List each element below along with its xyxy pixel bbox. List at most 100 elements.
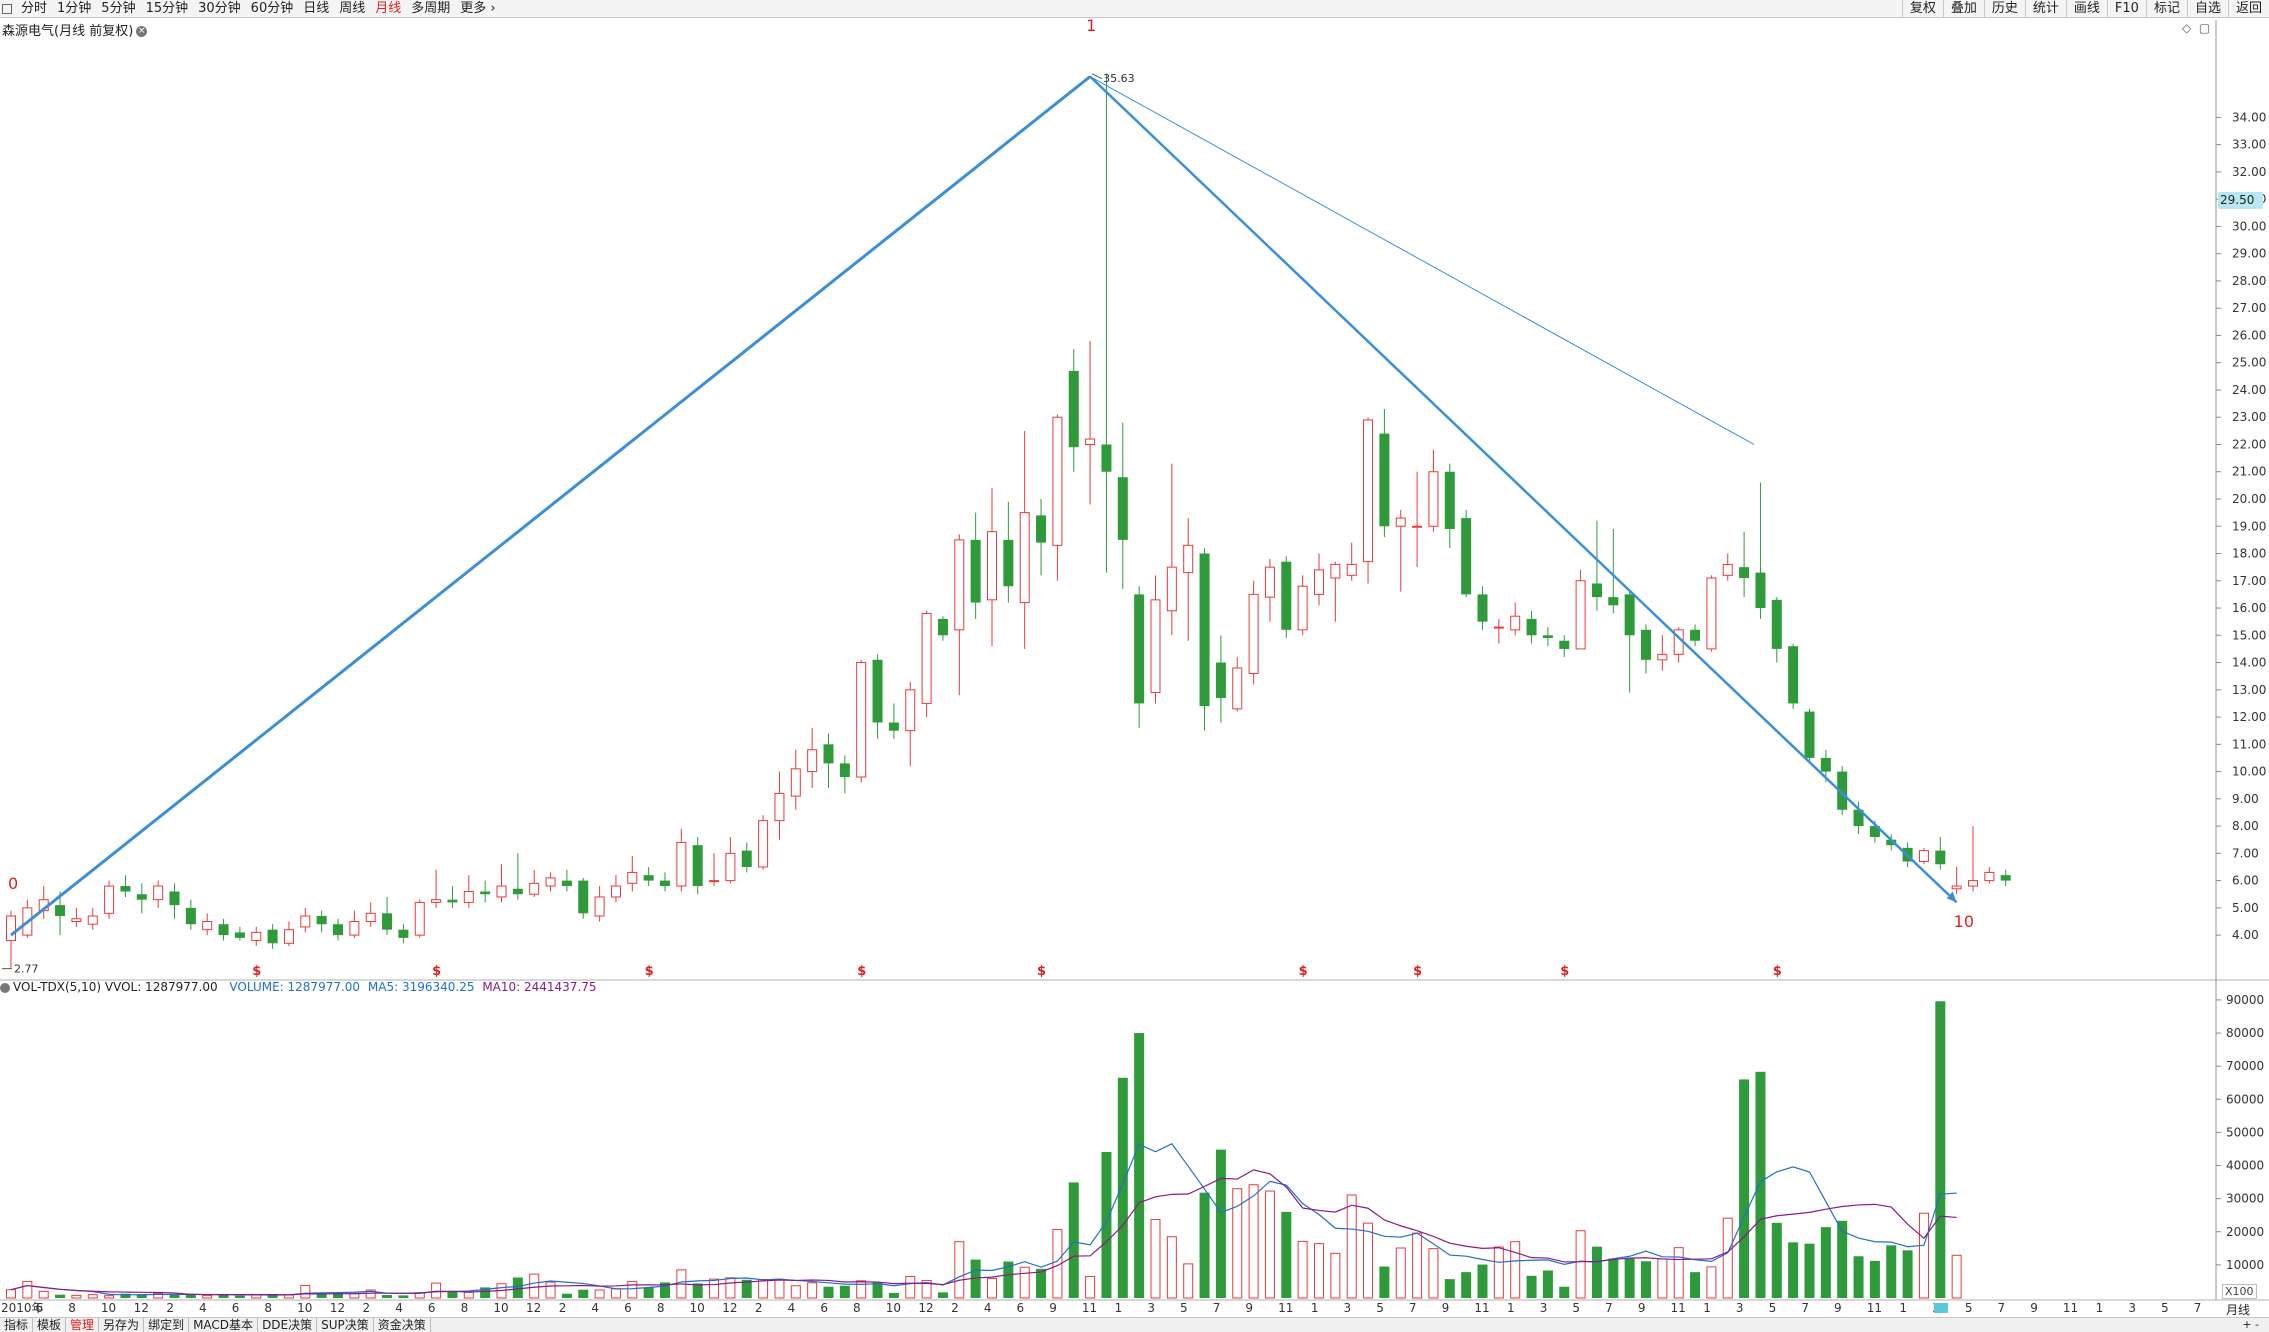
volume-bar-up bbox=[1951, 1254, 1962, 1299]
date-tick-label: 1 bbox=[1507, 1301, 1515, 1315]
volume-bar-up bbox=[1248, 1184, 1259, 1299]
date-tick-label: 6 bbox=[1017, 1301, 1025, 1315]
candle-body-up bbox=[1264, 566, 1275, 598]
volume-bar-up bbox=[1314, 1243, 1324, 1299]
volume-bar-up bbox=[1019, 1266, 1030, 1299]
ma10-value: MA10: 2441437.75 bbox=[482, 980, 597, 994]
volume-bar-up bbox=[1346, 1194, 1357, 1299]
volume-bar-down bbox=[136, 1294, 147, 1298]
candle-body-down bbox=[937, 618, 948, 636]
volume-tick-label: 50000 bbox=[2226, 1125, 2264, 1139]
volume-bar-down bbox=[1935, 1001, 1946, 1298]
candle-body-up bbox=[856, 662, 867, 778]
date-tick-label: 10 bbox=[297, 1301, 312, 1315]
window-corner-icon bbox=[2, 4, 12, 14]
candle-body-up bbox=[1314, 569, 1324, 595]
tab-9[interactable]: 多周期 bbox=[411, 1, 451, 16]
volume-bar-down bbox=[937, 1292, 948, 1298]
tab-2[interactable]: 5分钟 bbox=[101, 1, 136, 16]
volume-bar-down bbox=[447, 1291, 458, 1298]
price-tick-label: 21.00 bbox=[2232, 465, 2266, 479]
volume-bar-up bbox=[71, 1294, 82, 1299]
tool-button-3[interactable]: 统计 bbox=[2024, 0, 2066, 18]
candle-body-down bbox=[1461, 518, 1472, 595]
volume-bar-up bbox=[1395, 1247, 1406, 1299]
tool-button-8[interactable]: 返回 bbox=[2227, 0, 2269, 18]
volume-bar-up bbox=[1085, 1275, 1096, 1299]
tool-button-4[interactable]: 画线 bbox=[2065, 0, 2107, 18]
volume-bar-down bbox=[1281, 1211, 1292, 1298]
candle-body-up bbox=[709, 880, 720, 883]
date-tick-label: 7 bbox=[2194, 1301, 2202, 1315]
tool-button-7[interactable]: 自选 bbox=[2186, 0, 2228, 18]
volume-bar-up bbox=[202, 1294, 213, 1299]
candle-body-down bbox=[578, 880, 589, 914]
bottom-tab-6[interactable]: DDE决策 bbox=[258, 1318, 318, 1332]
tool-button-5[interactable]: F10 bbox=[2106, 0, 2146, 18]
tool-button-6[interactable]: 标记 bbox=[2145, 0, 2187, 18]
candle-body-down bbox=[185, 907, 196, 925]
volume-bar-up bbox=[1918, 1212, 1929, 1299]
tab-6[interactable]: 日线 bbox=[303, 1, 330, 16]
wave-label-end: 10 bbox=[1954, 912, 1974, 931]
candle-body-up bbox=[954, 539, 965, 631]
date-tick-label: 12 bbox=[722, 1301, 737, 1315]
candle-body-up bbox=[1968, 880, 1978, 887]
volume-indicator-name[interactable]: VOL-TDX(5,10) bbox=[13, 980, 102, 994]
date-tick-label: 10 bbox=[493, 1301, 508, 1315]
diamond-icon[interactable]: ◇ bbox=[2182, 21, 2192, 35]
candle-body-up bbox=[1412, 525, 1423, 528]
tab-4[interactable]: 30分钟 bbox=[198, 1, 241, 16]
tab-8[interactable]: 月线 bbox=[375, 1, 402, 16]
scroll-marker[interactable] bbox=[1934, 1303, 1948, 1313]
candle-body-down bbox=[1542, 635, 1553, 639]
candle-body-up bbox=[594, 896, 605, 917]
volume-bar-down bbox=[185, 1294, 196, 1298]
zoom-controls[interactable]: + - bbox=[2242, 1318, 2259, 1331]
bottom-tab-8[interactable]: 资金决策 bbox=[374, 1318, 431, 1332]
volume-bar-down bbox=[1134, 1033, 1145, 1298]
bottom-tab-5[interactable]: MACD基本 bbox=[189, 1318, 259, 1332]
price-tick-label: 24.00 bbox=[2232, 383, 2266, 397]
candle-body-up bbox=[431, 899, 442, 903]
window-icon[interactable]: ▢ bbox=[2198, 21, 2211, 35]
price-tick-label: 32.00 bbox=[2232, 165, 2266, 179]
tab-10[interactable]: 更多 › bbox=[460, 1, 496, 16]
volume-bar-down bbox=[692, 1283, 703, 1298]
tab-5[interactable]: 60分钟 bbox=[250, 1, 294, 16]
candle-body-down bbox=[382, 913, 393, 930]
high-price-pointer bbox=[1091, 73, 1103, 80]
tab-1[interactable]: 1分钟 bbox=[57, 1, 92, 16]
bottom-tab-7[interactable]: SUP决策 bbox=[317, 1318, 374, 1332]
bottom-tab-2[interactable]: 管理 bbox=[66, 1318, 100, 1332]
bottom-tab-3[interactable]: 另存为 bbox=[99, 1318, 145, 1332]
tab-0[interactable]: 分时 bbox=[21, 1, 48, 16]
candle-body-down bbox=[888, 722, 899, 731]
tab-7[interactable]: 周线 bbox=[339, 1, 366, 16]
price-tick-label: 28.00 bbox=[2232, 274, 2266, 288]
bottom-tab-4[interactable]: 绑定到 bbox=[144, 1318, 190, 1332]
candle-body-down bbox=[218, 924, 229, 936]
volume-bar-down bbox=[1101, 1151, 1112, 1298]
settings-dot-icon[interactable] bbox=[0, 982, 10, 993]
volume-bar-up bbox=[349, 1293, 360, 1299]
volume-bar-up bbox=[1657, 1258, 1668, 1299]
date-tick-label: 10 bbox=[101, 1301, 116, 1315]
tool-button-1[interactable]: 叠加 bbox=[1942, 0, 1984, 18]
candle-body-down bbox=[839, 763, 850, 778]
event-marker: $ bbox=[1560, 964, 1569, 979]
stock-title-text: 森源电气(月线 前复权) bbox=[2, 24, 134, 39]
date-tick-label: 2 bbox=[951, 1301, 959, 1315]
candle-body-down bbox=[1755, 572, 1766, 609]
candle-body-down bbox=[1641, 629, 1651, 660]
volume-bar-down bbox=[1068, 1182, 1079, 1298]
date-tick-label: 9 bbox=[1834, 1301, 1842, 1315]
date-tick-label: 2 bbox=[363, 1301, 371, 1315]
bottom-tab-1[interactable]: 模板 bbox=[33, 1318, 67, 1332]
tool-button-0[interactable]: 复权 bbox=[1901, 0, 1943, 18]
close-icon[interactable]: × bbox=[136, 26, 148, 37]
tab-3[interactable]: 15分钟 bbox=[145, 1, 189, 16]
tool-button-2[interactable]: 历史 bbox=[1983, 0, 2025, 18]
bottom-tab-0[interactable]: 指标 bbox=[0, 1318, 34, 1332]
